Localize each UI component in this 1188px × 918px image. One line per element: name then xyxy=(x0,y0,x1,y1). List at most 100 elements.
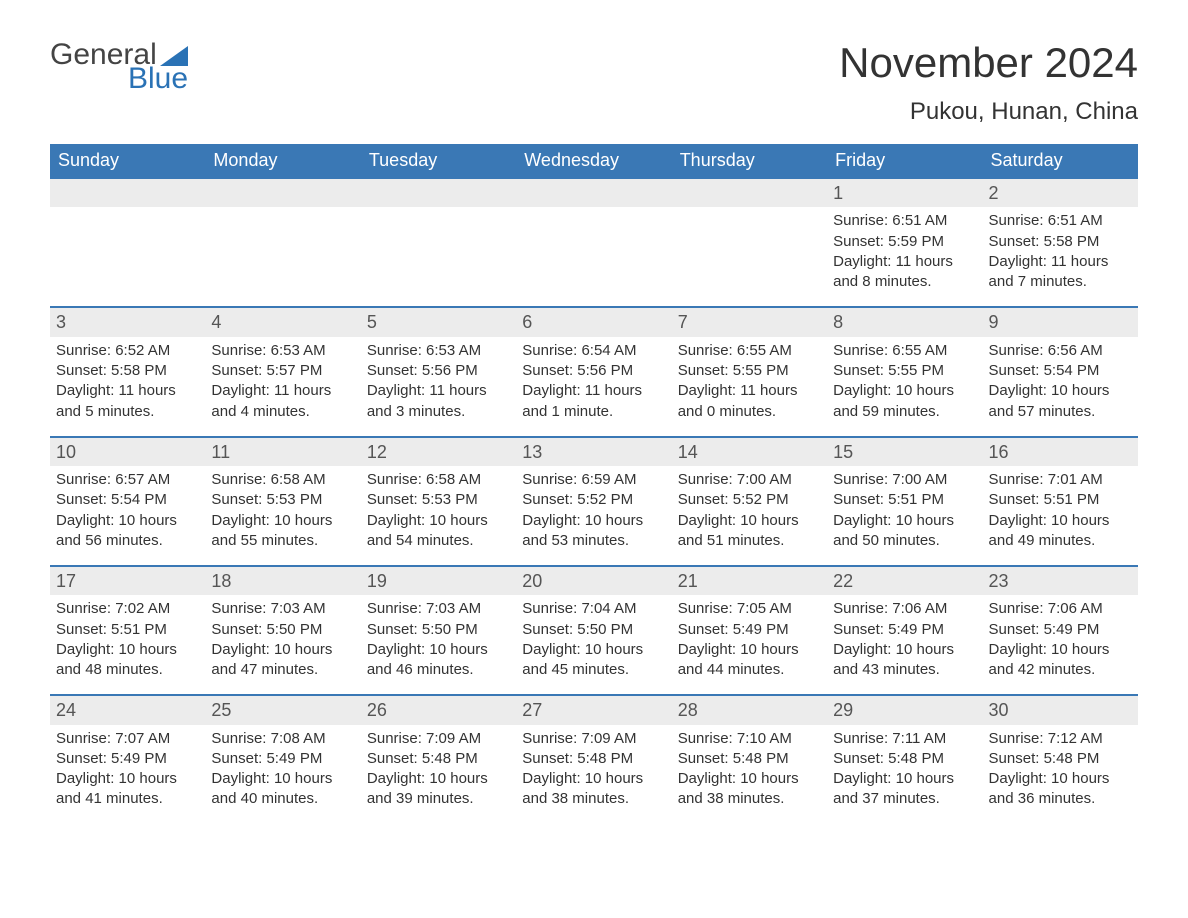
day-detail-line: Daylight: 10 hours xyxy=(833,511,976,531)
day-detail-line: and 4 minutes. xyxy=(211,402,354,422)
day-detail-line: Sunrise: 7:07 AM xyxy=(56,729,199,749)
day-detail-line: Sunrise: 7:11 AM xyxy=(833,729,976,749)
day-detail-line: Sunrise: 6:55 AM xyxy=(678,341,821,361)
day-cell: 26Sunrise: 7:09 AMSunset: 5:48 PMDayligh… xyxy=(361,696,516,823)
day-detail-line: Daylight: 10 hours xyxy=(678,769,821,789)
day-detail-line: Sunrise: 6:56 AM xyxy=(989,341,1132,361)
day-detail-line: and 53 minutes. xyxy=(522,531,665,551)
day-detail-line: Sunset: 5:49 PM xyxy=(56,749,199,769)
day-cell xyxy=(50,179,205,306)
day-detail-line: Sunrise: 6:55 AM xyxy=(833,341,976,361)
day-cell: 4Sunrise: 6:53 AMSunset: 5:57 PMDaylight… xyxy=(205,308,360,435)
day-detail-line: and 54 minutes. xyxy=(367,531,510,551)
day-cell: 11Sunrise: 6:58 AMSunset: 5:53 PMDayligh… xyxy=(205,438,360,565)
day-detail-line: Daylight: 10 hours xyxy=(56,640,199,660)
day-detail-line: Sunrise: 7:02 AM xyxy=(56,599,199,619)
day-detail-line: Sunrise: 7:09 AM xyxy=(522,729,665,749)
day-detail-line: Sunset: 5:48 PM xyxy=(367,749,510,769)
day-detail-line: Daylight: 10 hours xyxy=(833,381,976,401)
day-detail-line: Sunset: 5:50 PM xyxy=(367,620,510,640)
weekday-header-cell: Saturday xyxy=(983,144,1138,177)
day-detail-line: Sunrise: 7:03 AM xyxy=(367,599,510,619)
weeks-container: 1Sunrise: 6:51 AMSunset: 5:59 PMDaylight… xyxy=(50,177,1138,823)
day-number: 10 xyxy=(50,438,205,466)
month-title: November 2024 xyxy=(839,40,1138,86)
day-detail-line: and 43 minutes. xyxy=(833,660,976,680)
day-detail-line: Daylight: 10 hours xyxy=(989,381,1132,401)
day-detail-line: Sunrise: 6:53 AM xyxy=(211,341,354,361)
day-detail-line: Daylight: 10 hours xyxy=(833,769,976,789)
day-detail-line: Sunrise: 7:00 AM xyxy=(678,470,821,490)
day-detail-line: and 38 minutes. xyxy=(678,789,821,809)
day-cell: 24Sunrise: 7:07 AMSunset: 5:49 PMDayligh… xyxy=(50,696,205,823)
day-detail-line: Sunrise: 7:00 AM xyxy=(833,470,976,490)
day-number: 27 xyxy=(516,696,671,724)
day-number: 8 xyxy=(827,308,982,336)
day-number: 18 xyxy=(205,567,360,595)
day-number: 2 xyxy=(983,179,1138,207)
day-cell: 19Sunrise: 7:03 AMSunset: 5:50 PMDayligh… xyxy=(361,567,516,694)
day-number: 26 xyxy=(361,696,516,724)
day-cell: 14 Sunrise: 7:00 AMSunset: 5:52 PMDayligh… xyxy=(672,438,827,565)
day-detail-line: Sunset: 5:56 PM xyxy=(367,361,510,381)
day-detail-line: and 0 minutes. xyxy=(678,402,821,422)
day-cell: 5Sunrise: 6:53 AMSunset: 5:56 PMDaylight… xyxy=(361,308,516,435)
day-detail-line: Sunset: 5:50 PM xyxy=(211,620,354,640)
day-detail-line: Daylight: 10 hours xyxy=(678,511,821,531)
day-cell xyxy=(205,179,360,306)
day-detail-line: and 48 minutes. xyxy=(56,660,199,680)
day-detail-line: Sunset: 5:49 PM xyxy=(833,620,976,640)
day-detail-line: Sunset: 5:49 PM xyxy=(678,620,821,640)
day-number: 7 xyxy=(672,308,827,336)
day-number: 19 xyxy=(361,567,516,595)
day-detail-line: and 5 minutes. xyxy=(56,402,199,422)
logo: General Blue xyxy=(50,40,188,94)
day-cell: 25Sunrise: 7:08 AMSunset: 5:49 PMDayligh… xyxy=(205,696,360,823)
day-detail-line: Sunrise: 7:08 AM xyxy=(211,729,354,749)
day-number: 15 xyxy=(827,438,982,466)
day-detail-line: and 45 minutes. xyxy=(522,660,665,680)
day-detail-line: Daylight: 10 hours xyxy=(989,769,1132,789)
calendar: SundayMondayTuesdayWednesdayThursdayFrid… xyxy=(50,144,1138,823)
weekday-header-cell: Monday xyxy=(205,144,360,177)
day-cell: 27Sunrise: 7:09 AMSunset: 5:48 PMDayligh… xyxy=(516,696,671,823)
day-number: 14 xyxy=(672,438,827,466)
day-detail-line: Sunset: 5:59 PM xyxy=(833,232,976,252)
week-row: 24Sunrise: 7:07 AMSunset: 5:49 PMDayligh… xyxy=(50,694,1138,823)
day-number: 5 xyxy=(361,308,516,336)
day-detail-line: Sunset: 5:48 PM xyxy=(678,749,821,769)
day-detail-line: Daylight: 10 hours xyxy=(56,511,199,531)
day-number: 29 xyxy=(827,696,982,724)
day-detail-line: Sunrise: 7:04 AM xyxy=(522,599,665,619)
weekday-header-cell: Thursday xyxy=(672,144,827,177)
day-detail-line: Sunset: 5:55 PM xyxy=(833,361,976,381)
day-detail-line: Sunrise: 7:05 AM xyxy=(678,599,821,619)
day-detail-line: Daylight: 11 hours xyxy=(833,252,976,272)
day-number: 22 xyxy=(827,567,982,595)
day-detail-line: Sunset: 5:52 PM xyxy=(522,490,665,510)
day-cell: 6Sunrise: 6:54 AMSunset: 5:56 PMDaylight… xyxy=(516,308,671,435)
day-number: 13 xyxy=(516,438,671,466)
day-cell: 12Sunrise: 6:58 AMSunset: 5:53 PMDayligh… xyxy=(361,438,516,565)
weekday-header-row: SundayMondayTuesdayWednesdayThursdayFrid… xyxy=(50,144,1138,177)
day-detail-line: Sunset: 5:54 PM xyxy=(56,490,199,510)
day-cell: 30Sunrise: 7:12 AMSunset: 5:48 PMDayligh… xyxy=(983,696,1138,823)
day-cell xyxy=(672,179,827,306)
day-detail-line: Sunset: 5:58 PM xyxy=(56,361,199,381)
day-detail-line: and 55 minutes. xyxy=(211,531,354,551)
day-detail-line: and 1 minute. xyxy=(522,402,665,422)
day-cell: 2Sunrise: 6:51 AMSunset: 5:58 PMDaylight… xyxy=(983,179,1138,306)
day-detail-line: Daylight: 11 hours xyxy=(678,381,821,401)
day-detail-line: Daylight: 11 hours xyxy=(522,381,665,401)
day-number: 16 xyxy=(983,438,1138,466)
day-detail-line: Daylight: 10 hours xyxy=(367,511,510,531)
day-detail-line: Daylight: 10 hours xyxy=(522,640,665,660)
day-detail-line: Sunset: 5:51 PM xyxy=(56,620,199,640)
day-detail-line: Sunrise: 7:12 AM xyxy=(989,729,1132,749)
day-detail-line: Daylight: 10 hours xyxy=(833,640,976,660)
day-detail-line: Sunrise: 6:51 AM xyxy=(989,211,1132,231)
day-detail-line: Sunset: 5:55 PM xyxy=(678,361,821,381)
day-detail-line: Sunset: 5:48 PM xyxy=(522,749,665,769)
day-detail-line: Daylight: 10 hours xyxy=(678,640,821,660)
day-detail-line: Sunset: 5:52 PM xyxy=(678,490,821,510)
